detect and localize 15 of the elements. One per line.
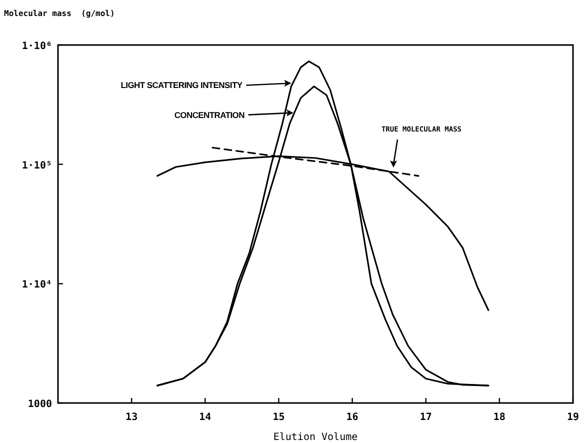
- y-tick-label: 1000: [28, 399, 52, 410]
- x-tick-label: 19: [566, 412, 580, 423]
- y-tick-label: 1·10⁵: [22, 160, 52, 172]
- x-tick-label: 14: [199, 412, 212, 423]
- annotation: LIGHT SCATTERING INTENSITY: [120, 80, 243, 90]
- x-tick-label: 13: [126, 412, 138, 423]
- y-tick-label: 1·10⁶: [22, 41, 52, 52]
- x-axis-title: Elution Volume: [273, 432, 358, 443]
- y-tick-label: 1·10⁴: [22, 280, 52, 291]
- x-tick-label: 16: [346, 412, 358, 423]
- x-tick-label: 17: [420, 412, 432, 423]
- x-tick-label: 15: [272, 412, 285, 423]
- annotation: CONCENTRATION: [174, 110, 245, 120]
- y-axis-title: Molecular mass (g/mol): [4, 9, 115, 18]
- x-tick-label: 18: [493, 412, 506, 423]
